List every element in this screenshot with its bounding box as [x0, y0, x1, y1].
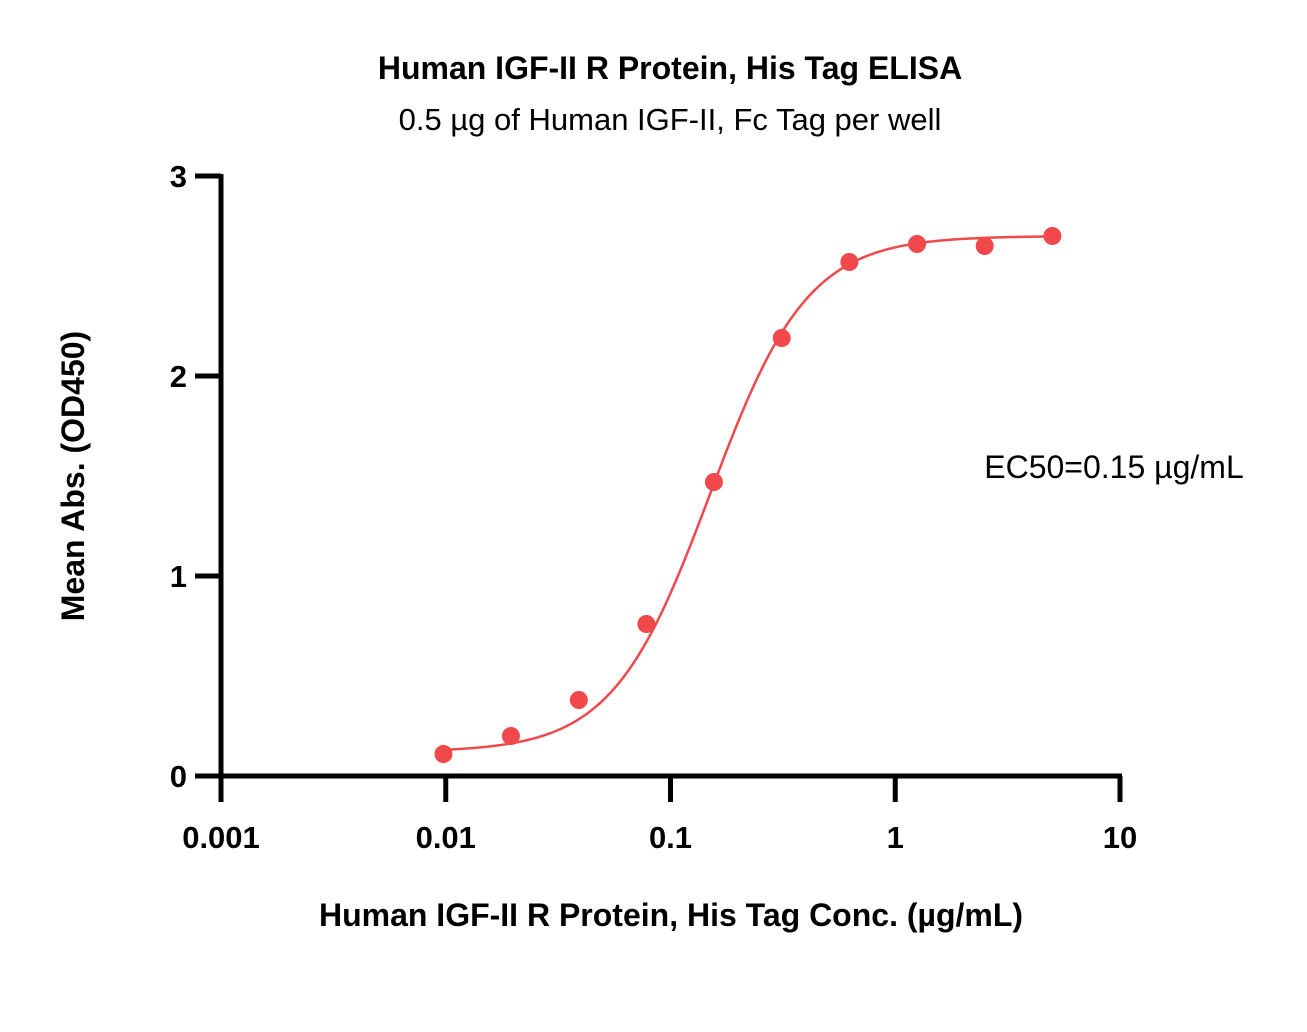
data-point-2 — [569, 691, 588, 709]
fit-curve-0 — [443, 235, 1053, 752]
y-tick-label-3: 3 — [170, 159, 187, 194]
chart-subtitle: 0.5 µg of Human IGF-II, Fc Tag per well — [399, 102, 942, 137]
x-tick-label-2: 0.1 — [649, 820, 692, 855]
x-tick-label-1: 0.01 — [416, 820, 476, 855]
data-point-8 — [975, 237, 994, 255]
data-point-5 — [772, 329, 791, 347]
data-point-0 — [434, 745, 453, 763]
data-point-7 — [908, 235, 927, 253]
y-axis-label: Mean Abs. (OD450) — [55, 331, 91, 621]
x-tick-label-3: 1 — [887, 820, 904, 855]
data-point-9 — [1043, 227, 1062, 245]
x-axis-label: Human IGF-II R Protein, His Tag Conc. (µ… — [319, 897, 1023, 933]
y-tick-label-1: 1 — [170, 559, 187, 594]
data-point-1 — [501, 727, 520, 745]
data-point-3 — [637, 615, 656, 633]
data-point-4 — [704, 473, 723, 491]
plot-area: 0 1 2 3 0.001 0.01 0.1 1 10 — [170, 159, 1137, 855]
y-tick-label-2: 2 — [170, 359, 187, 394]
x-tick-label-0: 0.001 — [182, 820, 260, 855]
data-point-6 — [840, 253, 859, 271]
x-tick-label-4: 10 — [1103, 820, 1137, 855]
y-tick-label-0: 0 — [170, 759, 187, 794]
chart-title: Human IGF-II R Protein, His Tag ELISA — [378, 50, 962, 86]
ec50-annotation: EC50=0.15 µg/mL — [984, 449, 1243, 485]
